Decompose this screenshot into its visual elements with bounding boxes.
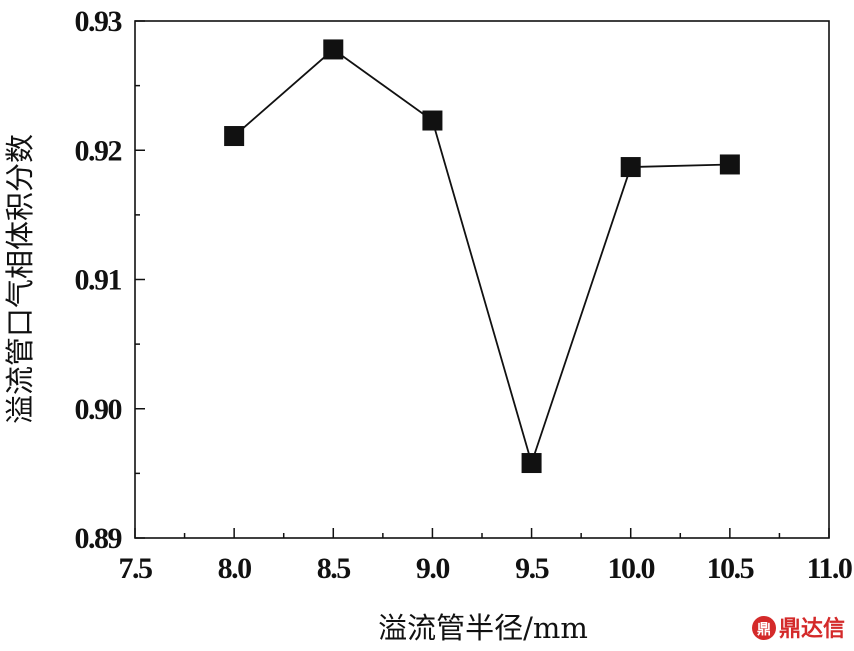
data-point bbox=[224, 126, 245, 147]
data-point bbox=[719, 154, 740, 175]
y-tick-label: 0.91 bbox=[75, 264, 122, 297]
watermark-logo-glyph: 鼎 bbox=[757, 621, 771, 638]
plot-frame bbox=[134, 20, 830, 539]
x-axis-ticks: 7.5 8.0 8.5 9.0 9.5 10.0 10.5 11.0 bbox=[119, 528, 853, 585]
plot-border bbox=[134, 20, 830, 539]
data-point bbox=[521, 453, 542, 474]
x-tick-label: 11.0 bbox=[807, 552, 852, 585]
x-axis-title: 溢流管半径/mm bbox=[378, 611, 588, 645]
watermark-logo: 鼎 鼎达信 bbox=[752, 616, 845, 642]
y-tick-label: 0.92 bbox=[75, 134, 122, 167]
y-axis-title: 溢流管口气相体积分数 bbox=[3, 134, 37, 424]
x-tick-label: 9.5 bbox=[515, 552, 549, 585]
series-line bbox=[233, 48, 730, 467]
y-tick-label: 0.89 bbox=[75, 522, 122, 555]
y-axis-ticks: 0.89 0.90 0.91 0.92 0.93 bbox=[75, 5, 145, 555]
data-point bbox=[323, 39, 344, 60]
watermark-text: 鼎达信 bbox=[779, 616, 845, 642]
data-point bbox=[620, 157, 641, 178]
y-tick-label: 0.90 bbox=[75, 393, 122, 426]
x-tick-label: 8.5 bbox=[317, 552, 351, 585]
watermark-logo-icon bbox=[752, 616, 776, 640]
data-line bbox=[233, 48, 730, 467]
series-markers bbox=[224, 39, 740, 474]
x-tick-label: 8.0 bbox=[218, 552, 252, 585]
x-tick-label: 10.5 bbox=[707, 552, 754, 585]
x-tick-label: 9.0 bbox=[416, 552, 450, 585]
x-tick-label: 10.0 bbox=[607, 552, 654, 585]
data-point bbox=[422, 110, 443, 131]
y-tick-label: 0.93 bbox=[75, 5, 122, 38]
x-tick-label: 7.5 bbox=[119, 552, 153, 585]
